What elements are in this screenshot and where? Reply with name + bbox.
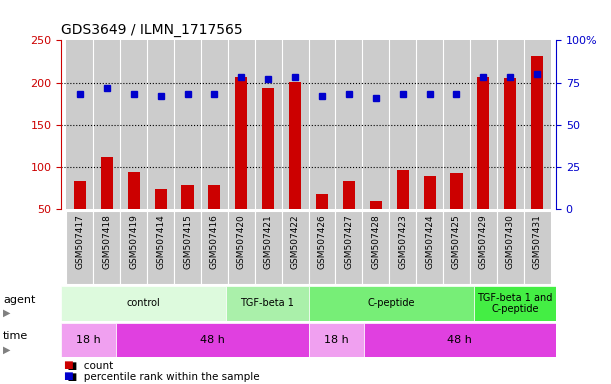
Text: GSM507418: GSM507418 — [102, 214, 111, 269]
Bar — [474, 286, 556, 321]
Bar — [423, 176, 436, 209]
Bar — [397, 170, 409, 209]
Text: GSM507419: GSM507419 — [129, 214, 138, 269]
Text: control: control — [126, 298, 161, 308]
Bar — [208, 185, 221, 209]
Text: GSM507416: GSM507416 — [210, 214, 219, 269]
Bar — [67, 40, 93, 209]
Bar — [531, 56, 543, 209]
Text: 48 h: 48 h — [200, 335, 225, 345]
Text: agent: agent — [3, 295, 35, 305]
Bar — [362, 211, 389, 284]
Bar — [450, 173, 463, 209]
Text: TGF-beta 1 and
C-peptide: TGF-beta 1 and C-peptide — [477, 293, 552, 314]
Bar — [201, 40, 228, 209]
Bar — [335, 40, 362, 209]
Bar — [181, 185, 194, 209]
Text: GDS3649 / ILMN_1717565: GDS3649 / ILMN_1717565 — [61, 23, 243, 37]
Bar — [335, 211, 362, 284]
Text: TGF-beta 1: TGF-beta 1 — [240, 298, 295, 308]
Bar — [497, 211, 524, 284]
Bar — [262, 88, 274, 209]
Bar — [289, 82, 301, 209]
Bar — [362, 40, 389, 209]
Text: GSM507422: GSM507422 — [291, 214, 299, 269]
Bar — [416, 40, 443, 209]
Bar — [174, 211, 201, 284]
Bar — [120, 211, 147, 284]
Bar — [416, 211, 443, 284]
Bar — [228, 211, 255, 284]
Bar — [309, 211, 335, 284]
Bar — [155, 189, 167, 209]
Text: GSM507431: GSM507431 — [533, 214, 542, 269]
Bar — [443, 211, 470, 284]
Bar — [470, 211, 497, 284]
Bar — [116, 323, 309, 357]
Text: GSM507430: GSM507430 — [506, 214, 515, 269]
Text: time: time — [3, 331, 28, 341]
Bar — [282, 40, 309, 209]
Bar — [201, 211, 228, 284]
Text: 48 h: 48 h — [447, 335, 472, 345]
Bar — [470, 40, 497, 209]
Bar — [343, 181, 355, 209]
Text: ■  percentile rank within the sample: ■ percentile rank within the sample — [61, 372, 260, 382]
Bar — [93, 211, 120, 284]
Text: ▶: ▶ — [3, 344, 10, 354]
Bar — [147, 211, 174, 284]
Text: GSM507425: GSM507425 — [452, 214, 461, 269]
Text: GSM507429: GSM507429 — [479, 214, 488, 269]
Text: GSM507427: GSM507427 — [345, 214, 353, 269]
Bar — [443, 40, 470, 209]
Text: GSM507428: GSM507428 — [371, 214, 380, 269]
Text: ▶: ▶ — [3, 308, 10, 318]
Text: GSM507424: GSM507424 — [425, 214, 434, 269]
Bar — [389, 40, 416, 209]
Bar — [67, 211, 93, 284]
Bar — [61, 323, 116, 357]
Bar — [477, 77, 489, 209]
Bar — [101, 157, 113, 209]
Bar — [93, 40, 120, 209]
Bar — [504, 78, 516, 209]
Bar — [255, 211, 282, 284]
Bar — [226, 286, 309, 321]
Bar — [364, 323, 556, 357]
Text: GSM507426: GSM507426 — [318, 214, 326, 269]
Bar — [128, 172, 140, 209]
Bar — [120, 40, 147, 209]
Text: ■: ■ — [63, 360, 73, 370]
Bar — [282, 211, 309, 284]
Text: GSM507414: GSM507414 — [156, 214, 165, 269]
Bar — [309, 286, 474, 321]
Bar — [389, 211, 416, 284]
Bar — [228, 40, 255, 209]
Text: GSM507415: GSM507415 — [183, 214, 192, 269]
Bar — [147, 40, 174, 209]
Text: 18 h: 18 h — [76, 335, 101, 345]
Text: GSM507417: GSM507417 — [75, 214, 84, 269]
Text: C-peptide: C-peptide — [367, 298, 415, 308]
Text: ■: ■ — [63, 371, 73, 381]
Bar — [174, 40, 201, 209]
Bar — [524, 40, 551, 209]
Text: GSM507423: GSM507423 — [398, 214, 407, 269]
Bar — [316, 194, 328, 209]
Bar — [309, 40, 335, 209]
Bar — [74, 181, 86, 209]
Bar — [309, 323, 364, 357]
Bar — [524, 211, 551, 284]
Bar — [61, 286, 226, 321]
Bar — [235, 78, 247, 209]
Text: GSM507421: GSM507421 — [264, 214, 273, 269]
Text: 18 h: 18 h — [324, 335, 348, 345]
Text: ■  count: ■ count — [61, 361, 114, 371]
Text: GSM507420: GSM507420 — [237, 214, 246, 269]
Bar — [255, 40, 282, 209]
Bar — [370, 201, 382, 209]
Bar — [497, 40, 524, 209]
